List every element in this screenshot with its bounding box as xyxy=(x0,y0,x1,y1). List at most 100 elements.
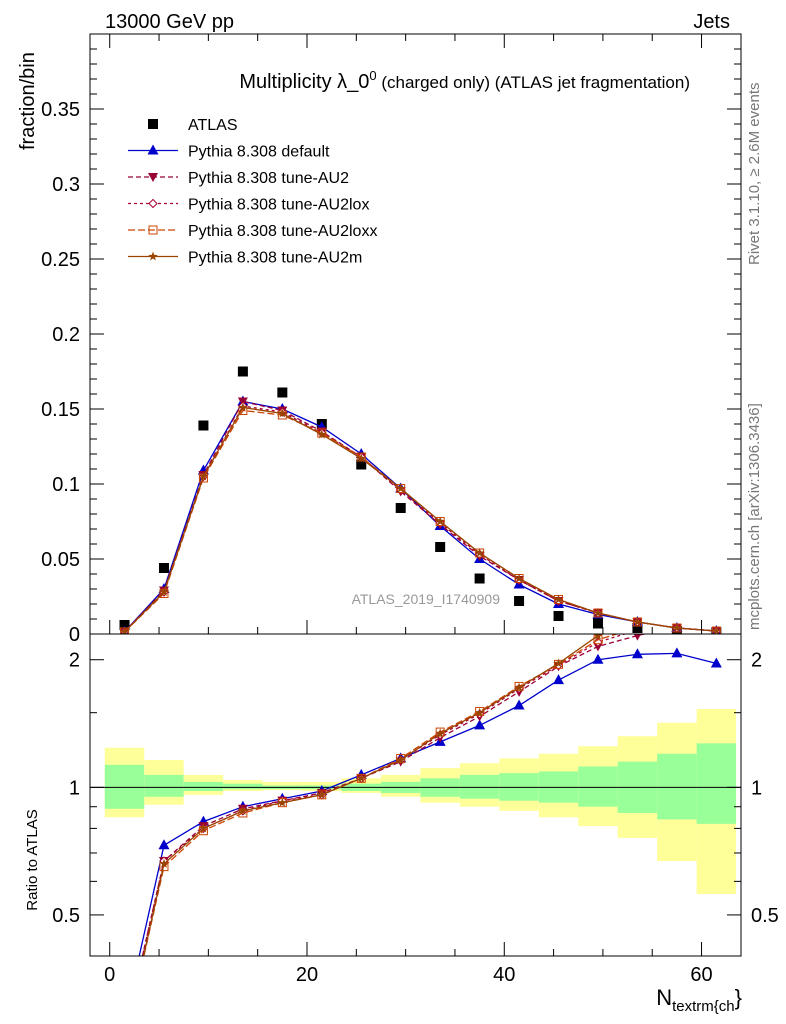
plot-title-main: Multiplicity λ_0 xyxy=(239,71,369,93)
ratio-tick-label: 0.5 xyxy=(52,905,80,927)
rivet-version-label: Rivet 3.1.10, ≥ 2.6M events xyxy=(746,83,763,266)
plot-title-rest: (charged only) (ATLAS jet fragmentation) xyxy=(377,73,690,92)
data-point-5 xyxy=(356,453,366,463)
data-point-5 xyxy=(277,408,288,418)
data-point-5 xyxy=(435,516,445,526)
ratio-point-0 xyxy=(553,674,565,685)
x-tick-label: 60 xyxy=(690,964,712,986)
data-point-5 xyxy=(672,623,682,632)
data-point-0 xyxy=(119,620,130,630)
top-panel-series xyxy=(119,366,722,634)
y-tick-label: 0.05 xyxy=(41,549,80,571)
ratio-point-3 xyxy=(673,615,681,623)
series-line-5 xyxy=(124,406,717,633)
ratio-panel-frame xyxy=(89,633,742,957)
ratio-point-4 xyxy=(395,755,406,764)
data-point-5 xyxy=(632,617,643,626)
band-inner-bin xyxy=(144,774,184,797)
ratio-point-0 xyxy=(631,648,643,659)
y-axis-label-top: fraction/bin xyxy=(17,52,39,150)
ratio-point-0 xyxy=(671,647,683,658)
ratio-point-2 xyxy=(712,611,720,619)
ratio-tick-label-right: 1 xyxy=(751,777,762,799)
data-point-0 xyxy=(474,573,485,584)
header-left: 13000 GeV pp xyxy=(105,11,234,33)
ratio-point-4 xyxy=(514,682,524,692)
legend: ATLAS Pythia 8.308 default Pythia 8.308 tu… xyxy=(128,117,377,267)
band-inner-bin xyxy=(104,764,145,809)
y-tick-label: 0.2 xyxy=(52,324,80,346)
ratio-line-1 xyxy=(141,634,647,956)
data-point-0 xyxy=(395,503,406,513)
x-tick-label: 0 xyxy=(104,964,115,986)
data-point-5 xyxy=(119,626,130,634)
ratio-point-4 xyxy=(159,858,169,868)
data-point-5 xyxy=(395,483,406,493)
ratio-line-0 xyxy=(138,652,717,956)
ratio-point-0 xyxy=(119,1016,130,1024)
y-tick-label: 0.3 xyxy=(52,174,80,196)
legend-label-2: Pythia 8.308 tune-AU2 xyxy=(188,170,349,187)
ratio-tick-label: 1 xyxy=(69,777,80,799)
data-point-0 xyxy=(356,459,367,470)
data-point-0 xyxy=(592,618,603,629)
data-point-5 xyxy=(317,429,327,439)
ratio-line-3 xyxy=(143,634,619,956)
data-point-5 xyxy=(198,471,209,481)
ratio-line-4 xyxy=(142,634,605,956)
data-point-0 xyxy=(158,563,169,573)
ratio-point-4 xyxy=(238,805,248,815)
x-axis-label-close: } xyxy=(735,985,742,1010)
ratio-point-0 xyxy=(710,657,722,668)
x-tick-label: 40 xyxy=(493,964,515,986)
y-tick-label: 0.15 xyxy=(41,399,80,421)
plot-title-sup: 0 xyxy=(369,68,376,83)
data-point-0 xyxy=(553,611,564,621)
y-tick-label: 0 xyxy=(69,624,80,646)
band-inner-bin xyxy=(223,783,263,790)
band-inner-bin xyxy=(696,743,737,824)
ratio-tick-label-right: 0.5 xyxy=(751,905,779,927)
legend-marker-2 xyxy=(148,173,158,182)
data-point-0 xyxy=(277,387,288,398)
data-point-5 xyxy=(159,587,169,596)
ratio-point-4 xyxy=(435,728,445,738)
ratio-point-4 xyxy=(474,707,485,717)
ratio-point-4 xyxy=(317,789,327,799)
y-tick-label: 0.1 xyxy=(52,474,80,496)
x-axis-label-sub: textrm{ch xyxy=(672,998,735,1015)
x-tick-label: 20 xyxy=(296,964,318,986)
data-point-5 xyxy=(593,608,603,617)
ratio-point-1 xyxy=(633,634,642,641)
legend-label-5: Pythia 8.308 tune-AU2m xyxy=(188,250,362,267)
data-point-0 xyxy=(514,596,525,606)
legend-marker-5 xyxy=(148,251,158,261)
band-inner-bin xyxy=(459,774,500,799)
data-point-0 xyxy=(237,366,248,377)
legend-marker-0 xyxy=(148,119,158,129)
series-line-2 xyxy=(124,400,717,633)
ratio-point-4 xyxy=(356,773,366,783)
data-point-5 xyxy=(238,402,248,412)
ratio-point-1 xyxy=(711,615,721,624)
legend-label-4: Pythia 8.308 tune-AU2loxx xyxy=(188,223,377,240)
plot-title: Multiplicity λ_00 (charged only) (ATLAS … xyxy=(239,68,690,93)
data-point-0 xyxy=(198,420,209,431)
data-point-5 xyxy=(553,594,564,604)
y-tick-label: 0.35 xyxy=(41,99,80,121)
legend-marker-4 xyxy=(148,225,158,235)
axes: 00.050.10.150.20.250.30.350.5 0.51 12 20 20 4… xyxy=(41,34,779,986)
legend-label-1: Pythia 8.308 default xyxy=(188,144,330,161)
ratio-point-1 xyxy=(592,642,603,652)
ratio-uncertainty-bands xyxy=(90,709,741,895)
ratio-point-0 xyxy=(592,653,604,664)
ratio-point-4 xyxy=(553,658,564,668)
ratio-point-0 xyxy=(513,699,525,710)
y-axis-label-ratio: Ratio to ATLAS xyxy=(24,809,41,910)
ratio-point-4 xyxy=(277,797,288,807)
header-right: Jets xyxy=(693,11,730,33)
x-axis-label-main: N xyxy=(656,985,672,1010)
legend-marker-1 xyxy=(147,144,159,155)
data-point-0 xyxy=(435,542,446,552)
